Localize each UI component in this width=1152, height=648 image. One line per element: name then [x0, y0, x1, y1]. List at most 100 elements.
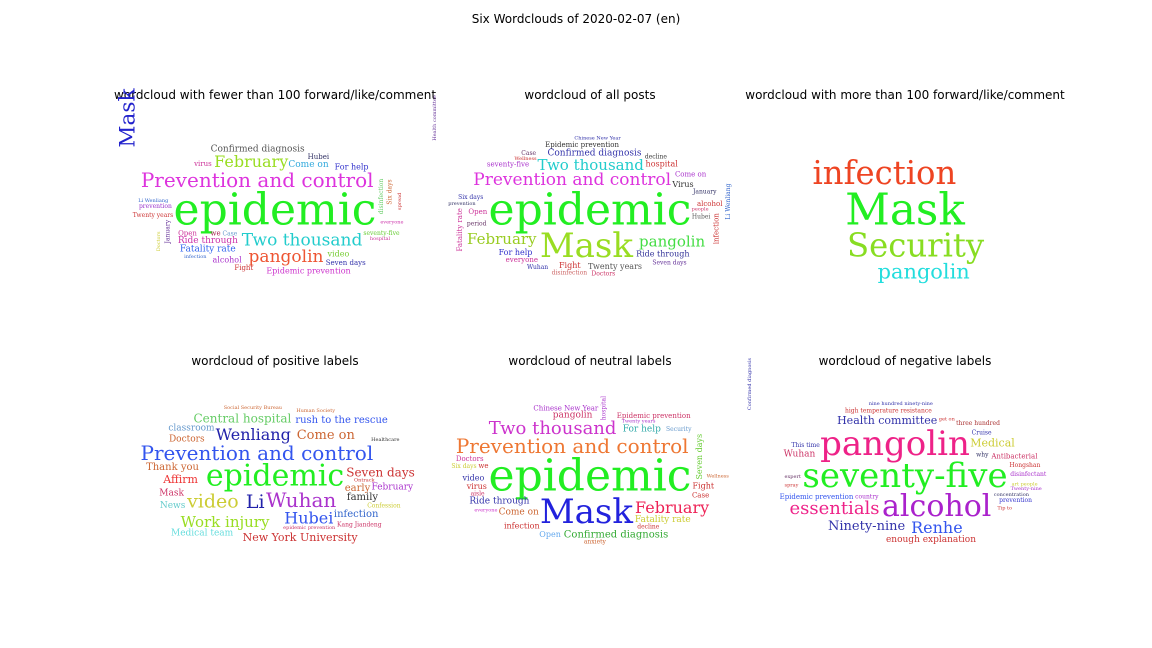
word-epidemic-prevention: epidemic prevention — [283, 525, 336, 531]
word-thank-you: Thank you — [146, 462, 199, 473]
word-hongshan: Hongshan — [1009, 462, 1040, 469]
word-twenty-years: Twenty years — [133, 212, 174, 219]
word-spray: spray — [785, 483, 799, 489]
word-for-help: For help — [623, 424, 661, 434]
word-chinese-new-year: Chinese New Year — [533, 404, 599, 412]
word-seventy-five: seventy-five — [363, 230, 400, 237]
word-enough-explanation: enough explanation — [886, 535, 976, 545]
word-li: Li — [246, 491, 265, 513]
word-cruise: Cruise — [972, 430, 992, 437]
word-two-thousand: Two thousand — [489, 418, 617, 439]
panel-all-posts: wordcloud of all posts epidemic Mask Preve… — [425, 88, 755, 348]
word-case: Case — [222, 230, 237, 237]
word-open: Open — [468, 208, 487, 216]
word-hospital: hospital — [646, 159, 679, 168]
word-video: video — [186, 491, 239, 513]
word-human-society: Human Society — [296, 408, 335, 414]
word-central-hospital: Central hospital — [193, 411, 291, 425]
word-six-days: Six days — [458, 194, 483, 201]
word-renhe: Renhe — [911, 518, 963, 537]
word-pangolin: pangolin — [553, 411, 593, 421]
word-prevention-and-control: Prevention and control — [141, 441, 374, 465]
word-infection: infection — [334, 509, 379, 520]
word-fight: Fight — [559, 261, 581, 270]
word-two-thousand: Two thousand — [537, 156, 644, 174]
word-decline: decline — [637, 523, 659, 530]
word-come-on: Come on — [297, 428, 356, 443]
word-february: February — [635, 498, 709, 517]
panel-title: wordcloud with more than 100 forward/lik… — [745, 88, 1065, 102]
word-prevention-and-control: Prevention and control — [141, 168, 374, 192]
word-seven-days: Seven days — [652, 260, 686, 267]
word-epidemic: epidemic — [174, 185, 377, 236]
word-we: we — [478, 462, 488, 470]
word-family: family — [347, 492, 379, 503]
word-january: January — [165, 219, 172, 244]
word-fatality-rate: Fatality rate — [635, 515, 691, 525]
word-two-thousand: Two thousand — [242, 231, 363, 251]
word-epidemic: epidemic — [489, 451, 692, 502]
word-ride-through: Ride through — [636, 250, 689, 259]
word-february: February — [371, 483, 414, 493]
word-this-time: This time — [791, 442, 820, 449]
word-virus: virus — [466, 482, 487, 491]
panel-more-than-100: wordcloud with more than 100 forward/lik… — [740, 88, 1070, 348]
word-everyone: everyone — [506, 256, 538, 264]
word-ride-through: Ride through — [178, 236, 238, 246]
word-alcohol: alcohol — [882, 489, 991, 524]
word-case: Case — [521, 150, 536, 157]
word-ride-through: Ride through — [469, 496, 529, 506]
word-three-hundred: three hundred — [956, 420, 1000, 427]
word-mask: Mask — [540, 492, 634, 532]
word-period: period — [467, 220, 487, 227]
word-why: why — [976, 451, 989, 458]
panel-fewer-than-100: wordcloud with fewer than 100 forward/li… — [110, 88, 440, 348]
word-mask: Mask — [540, 226, 634, 266]
word-medical-team: Medical team — [171, 529, 234, 539]
word-confirmed-diagnosis: Confirmed diagnosis — [564, 530, 668, 541]
word-twenty-nine: Twenty-nine — [1011, 486, 1042, 492]
word-wuhan: Wuhan — [266, 488, 336, 512]
word-we: we — [211, 230, 221, 238]
word-hubei: Hubei — [692, 213, 710, 220]
word-wenliang: Wenliang — [216, 425, 291, 444]
word-news: News — [160, 501, 186, 511]
word-antibacterial: Antibacterial — [990, 453, 1038, 461]
word-prevention-and-control: Prevention and control — [473, 170, 671, 190]
word-medical: Medical — [970, 437, 1015, 450]
word-disinfection: disinfection — [552, 270, 588, 277]
word-prevention: prevention — [999, 497, 1032, 504]
word-social-security-bureau: Social Security Bureau — [224, 405, 283, 411]
word-doctors: Doctors — [591, 271, 615, 278]
word-security: Security — [847, 226, 985, 264]
word-seventy-five: seventy-five — [487, 161, 529, 169]
word-virus: Virus — [671, 180, 693, 189]
word-confession: Confession — [367, 503, 401, 510]
word-pangolin: pangolin — [878, 260, 970, 284]
word-alcohol: alcohol — [213, 255, 243, 264]
word-concentration: concentration — [994, 492, 1030, 498]
word-ninety-nine: Ninety-nine — [828, 519, 905, 534]
word-aisle: aisle — [471, 491, 485, 498]
word-disinfectant: disinfectant — [1010, 471, 1047, 478]
word-for-help: For help — [499, 248, 533, 257]
word-seven-days: Seven days — [695, 434, 704, 480]
word-fatality-rate: Fatality rate — [180, 245, 236, 255]
word-doctors: Doctors — [456, 455, 484, 463]
word-seven-days: Seven days — [326, 259, 366, 267]
panel-title: wordcloud of all posts — [524, 88, 656, 102]
word-decline: decline — [645, 154, 667, 161]
word-art-people: art people — [1012, 481, 1038, 487]
word-video: video — [327, 250, 350, 259]
word-fight: Fight — [692, 482, 714, 491]
word-come-on: Come on — [288, 160, 328, 170]
word-twenty-years: Twenty years — [622, 419, 656, 425]
word-wuhan: Wuhan — [527, 264, 548, 271]
word-people: people — [692, 207, 709, 213]
word-affirm: Affirm — [162, 473, 198, 486]
word-mask: Mask — [845, 185, 965, 236]
word-confirmed-diagnosis: Confirmed diagnosis — [747, 357, 753, 410]
